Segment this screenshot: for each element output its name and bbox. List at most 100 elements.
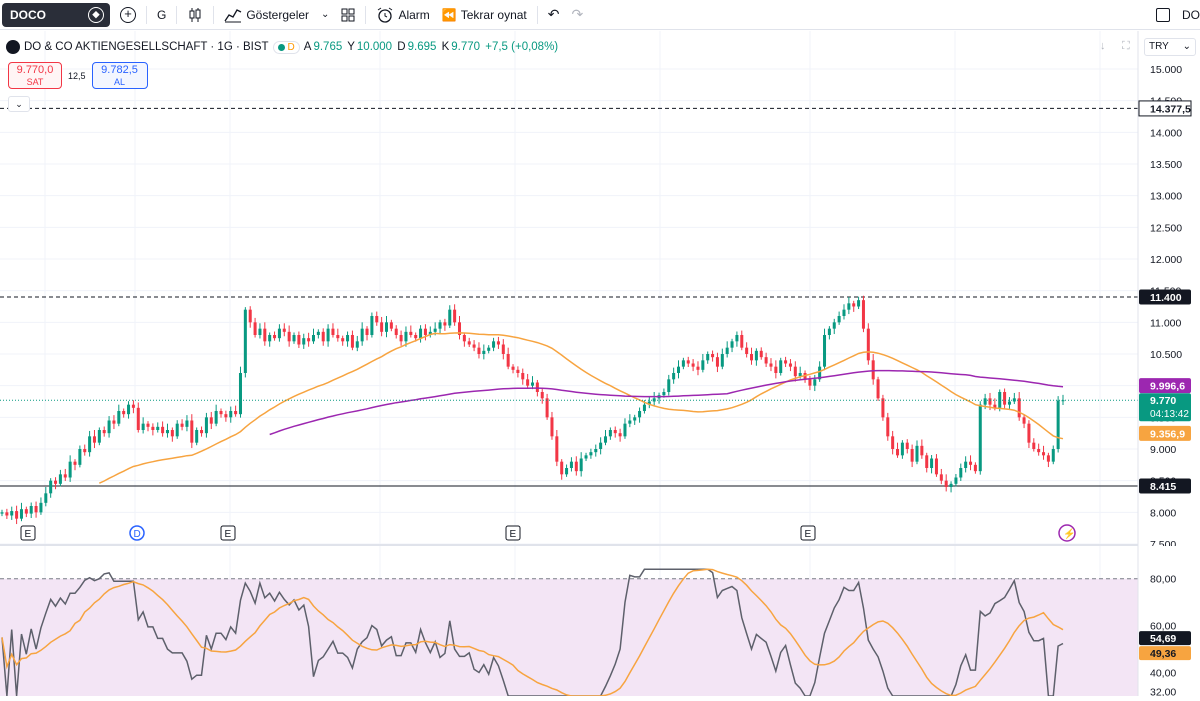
buy-button[interactable]: 9.782,5 AL <box>91 62 148 89</box>
candle-body <box>696 366 700 370</box>
alarm-button[interactable]: Alarm <box>370 0 435 30</box>
candle-body <box>861 300 865 329</box>
candle-body <box>107 420 111 434</box>
candle-body <box>988 398 992 405</box>
candle-body <box>793 366 797 377</box>
candle-body <box>930 458 934 468</box>
candle-body <box>161 426 165 434</box>
candle-body <box>842 309 846 316</box>
chevron-down-icon: ⌄ <box>15 99 23 109</box>
candle-body <box>857 300 861 307</box>
interval-button[interactable]: G <box>151 0 172 30</box>
candle-body <box>623 423 627 437</box>
lightning-event-icon <box>1058 524 1076 542</box>
candle-body <box>925 455 929 468</box>
candle-body <box>346 335 350 342</box>
candle-body <box>457 322 462 335</box>
price-pane-bg <box>0 31 1138 545</box>
currency-selector[interactable]: TRY ⌄ <box>1144 38 1196 56</box>
toolbar-divider <box>146 5 147 24</box>
candle-body <box>993 404 997 408</box>
rsi-ma-badge-bg <box>1139 646 1191 661</box>
candle-body <box>54 480 58 484</box>
redo-button[interactable]: ↷ <box>566 0 590 30</box>
chart-type-button[interactable] <box>181 0 209 30</box>
candle-body <box>642 404 646 411</box>
maximize-icon[interactable]: ⛶ <box>1122 40 1130 52</box>
symbol-search-button[interactable]: DOCO ◆ <box>2 3 110 27</box>
chart-canvas[interactable]: EDEEE⚡15.00014.50014.00013.50013.00012.5… <box>0 31 1200 698</box>
replay-label: Tekrar oynat <box>460 7 527 22</box>
rsi-ma-value-label: 49,36 <box>1150 648 1176 660</box>
layout-name-button[interactable]: DO <box>1176 0 1200 30</box>
candle-body <box>336 335 340 339</box>
price-tick-label: 15.000 <box>1150 64 1182 76</box>
candle-body <box>355 341 359 348</box>
diamond-icon[interactable]: ◆ <box>88 7 104 23</box>
collapse-legend-button[interactable]: ⌄ <box>8 96 30 112</box>
buy-label: AL <box>114 77 126 87</box>
dividend-marker-label: D <box>134 529 141 540</box>
candle-body <box>141 423 145 430</box>
candle-body <box>487 347 491 351</box>
price-tick-label: 9.000 <box>1150 444 1176 456</box>
market-status-badge[interactable]: D <box>272 40 300 54</box>
price-tick-label: 12.500 <box>1150 222 1182 234</box>
toolbar-divider <box>213 5 215 24</box>
sell-button[interactable]: 9.770,0 SAT <box>8 62 62 89</box>
download-arrow-icon[interactable]: ↓ <box>1100 40 1106 52</box>
rsi-axis-bg <box>1138 546 1200 696</box>
candle-body <box>428 331 432 335</box>
toolbar-divider <box>176 5 178 24</box>
candle-body <box>297 335 301 345</box>
candle-body <box>550 417 554 437</box>
candle-body <box>443 322 447 326</box>
chart-area[interactable]: EDEEE⚡15.00014.50014.00013.50013.00012.5… <box>0 31 1200 698</box>
candle-body <box>39 502 43 513</box>
moving-average-purple <box>269 369 1064 436</box>
indicators-button[interactable]: Göstergeler <box>218 0 315 30</box>
symbol-logo-icon <box>6 40 20 54</box>
candle-body <box>10 511 14 516</box>
candle-body <box>735 335 739 342</box>
countdown-label: 04:13:42 <box>1150 409 1189 420</box>
symbol-text: DOCO <box>10 8 46 22</box>
candle-body <box>983 398 987 405</box>
price-tick-label: 13.500 <box>1150 159 1182 171</box>
indicators-icon <box>224 8 242 22</box>
candle-body <box>492 341 496 348</box>
candle-body <box>19 509 23 519</box>
undo-button[interactable]: ↶ <box>542 0 566 30</box>
indicators-dropdown-button[interactable]: ⌄ <box>315 0 335 30</box>
rsi-tick-label: 40,00 <box>1150 668 1176 680</box>
plus-circle-icon: + <box>120 6 136 23</box>
candle-body <box>472 344 476 348</box>
candle-body <box>229 411 233 418</box>
candle-body <box>316 331 320 335</box>
candle-body <box>1022 417 1026 424</box>
candle-body <box>949 483 953 487</box>
candle-body <box>1027 423 1031 443</box>
candle-body <box>238 373 242 415</box>
candle-body <box>29 506 33 514</box>
candle-body <box>200 430 204 434</box>
candle-body <box>754 350 758 361</box>
layout-button[interactable] <box>335 0 361 30</box>
candle-body <box>973 464 977 472</box>
replay-button[interactable]: ⏪ Tekrar oynat <box>436 0 533 30</box>
candle-body <box>92 436 96 443</box>
add-symbol-button[interactable]: + <box>114 0 142 30</box>
toolbar-divider <box>536 5 538 24</box>
candle-body <box>122 411 126 415</box>
candle-body <box>1046 455 1050 462</box>
earnings-marker-label: E <box>805 529 812 540</box>
candle-body <box>944 480 948 487</box>
open-value: 9.765 <box>313 41 343 53</box>
grid-layout-icon <box>341 8 355 21</box>
candle-body <box>438 322 442 329</box>
candle-body <box>832 322 836 329</box>
level-label-high: 11.400 <box>1150 292 1182 304</box>
buy-price: 9.782,5 <box>101 64 138 76</box>
fullscreen-button[interactable] <box>1150 0 1176 30</box>
candle-body <box>526 379 530 386</box>
